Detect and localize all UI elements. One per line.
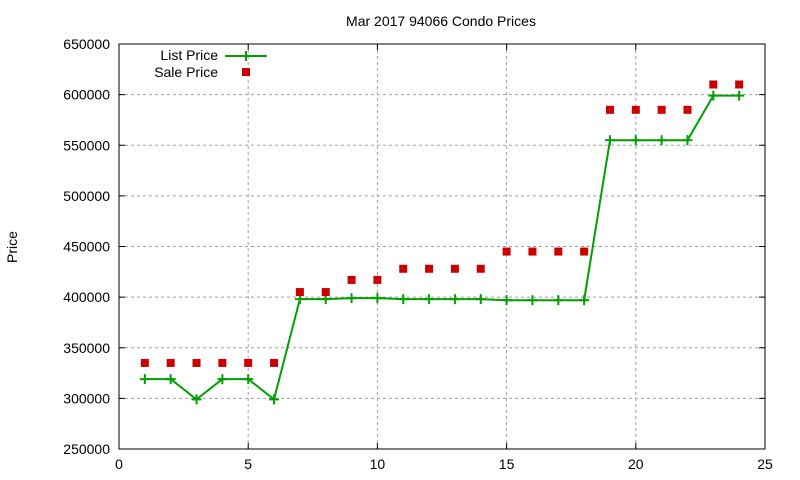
sale-price-marker <box>166 358 175 367</box>
x-tick-label: 0 <box>115 456 123 472</box>
sale-price-marker <box>657 105 666 114</box>
sale-price-marker <box>399 264 408 273</box>
y-tick-label: 500000 <box>63 188 110 204</box>
y-tick-label: 250000 <box>63 441 110 457</box>
sale-price-marker <box>218 358 227 367</box>
x-tick-label: 10 <box>370 456 386 472</box>
sale-price-marker <box>140 358 149 367</box>
y-tick-label: 300000 <box>63 390 110 406</box>
y-axis-label: Price <box>4 231 20 263</box>
sale-price-marker <box>554 247 563 256</box>
data-series <box>139 80 745 405</box>
grid-lines <box>119 44 765 449</box>
legend: List Price Sale Price <box>154 47 267 80</box>
y-tick-label: 550000 <box>63 137 110 153</box>
sale-price-marker <box>528 247 537 256</box>
x-tick-label: 25 <box>757 456 773 472</box>
sale-price-marker <box>450 264 459 273</box>
sale-price-marker <box>631 105 640 114</box>
plot-frame <box>118 43 766 450</box>
x-tick-label: 20 <box>628 456 644 472</box>
sale-price-marker <box>270 358 279 367</box>
chart-title: Mar 2017 94066 Condo Prices <box>346 13 536 29</box>
legend-list-price-label: List Price <box>160 47 218 63</box>
sale-price-marker <box>192 358 201 367</box>
list-price-line <box>144 94 740 402</box>
legend-sale-price-label: Sale Price <box>154 64 218 80</box>
sale-price-marker <box>476 264 485 273</box>
y-tick-label: 600000 <box>63 87 110 103</box>
sale-price-marker <box>373 275 382 284</box>
sale-price-marker <box>605 105 614 114</box>
y-tick-label: 350000 <box>63 340 110 356</box>
y-tick-label: 400000 <box>63 289 110 305</box>
sale-price-marker <box>321 288 330 297</box>
legend-sale-price-swatch <box>242 68 250 76</box>
y-tick-label: 450000 <box>63 239 110 255</box>
axis-ticks: 250000 300000 350000 400000 450000 500000 5500… <box>63 36 773 472</box>
sale-price-marker <box>683 105 692 114</box>
sale-price-marker <box>502 247 511 256</box>
sale-price-marker <box>425 264 434 273</box>
x-tick-label: 5 <box>244 456 252 472</box>
x-tick-label: 15 <box>499 456 515 472</box>
sale-price-marker <box>709 80 718 89</box>
y-tick-label: 650000 <box>63 36 110 52</box>
sale-price-marker <box>580 247 589 256</box>
sale-price-marker <box>295 288 304 297</box>
sale-price-marker <box>735 80 744 89</box>
sale-price-marker <box>244 358 253 367</box>
sale-price-marker <box>347 275 356 284</box>
